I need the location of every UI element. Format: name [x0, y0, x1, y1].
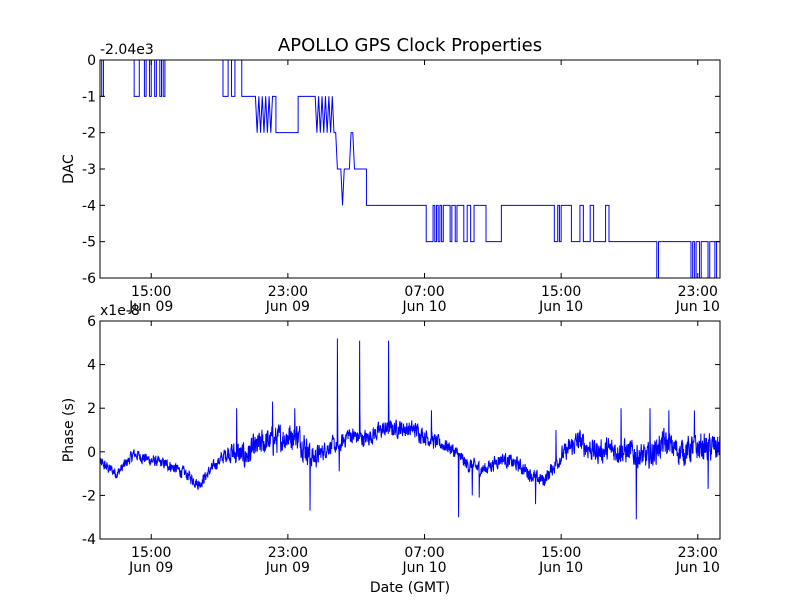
y-tick-label: -2	[82, 126, 96, 142]
dac-line	[100, 60, 720, 278]
x-tick-time-label: 15:00	[131, 284, 171, 300]
x-tick-time-label: 15:00	[541, 545, 581, 561]
x-tick-time-label: 23:00	[268, 284, 308, 300]
x-tick-date-label: Jun 09	[128, 299, 173, 315]
x-tick-time-label: 23:00	[678, 545, 718, 561]
x-tick-date-label: Jun 10	[675, 299, 720, 315]
y-tick-label: -3	[82, 162, 96, 178]
x-tick-time-label: 15:00	[131, 545, 171, 561]
y-tick-label: 2	[87, 401, 96, 417]
y-tick-label: 6	[87, 314, 96, 330]
phase-series	[100, 338, 720, 520]
x-tick-date-label: Jun 09	[128, 560, 173, 576]
y-tick-label: -2	[82, 488, 96, 504]
x-tick-date-label: Jun 10	[538, 560, 583, 576]
x-axis-label: Date (GMT)	[370, 580, 450, 596]
dac-plot-area	[100, 60, 720, 278]
x-tick-date-label: Jun 10	[538, 299, 583, 315]
x-tick-time-label: 23:00	[268, 545, 308, 561]
phase-y-ticks: 6 4 2 0 -2 -4	[82, 314, 720, 548]
dac-series	[100, 60, 720, 278]
phase-y-axis-label: Phase (s)	[61, 398, 77, 462]
y-tick-label: 0	[87, 53, 96, 69]
x-tick-time-label: 23:00	[678, 284, 718, 300]
x-tick-date-label: Jun 09	[265, 560, 310, 576]
y-tick-label: -5	[82, 235, 96, 251]
x-tick-date-label: Jun 10	[675, 560, 720, 576]
y-tick-label: -4	[82, 532, 96, 548]
x-tick-time-label: 07:00	[404, 284, 444, 300]
dac-offset-label: -2.04e3	[100, 42, 154, 58]
x-tick-date-label: Jun 10	[401, 560, 446, 576]
y-tick-label: 4	[87, 358, 96, 374]
y-tick-label: -6	[82, 271, 96, 287]
x-tick-time-label: 07:00	[404, 545, 444, 561]
x-tick-time-label: 15:00	[541, 284, 581, 300]
dac-y-ticks: 0 -1 -2 -3 -4 -5 -6	[82, 53, 720, 287]
phase-line	[100, 338, 720, 520]
phase-axes-frame	[99, 320, 721, 540]
x-tick-date-label: Jun 10	[401, 299, 446, 315]
phase-offset-label: x1e-8	[100, 303, 140, 319]
y-tick-label: -4	[82, 198, 96, 214]
x-tick-date-label: Jun 09	[265, 299, 310, 315]
dac-y-axis-label: DAC	[61, 154, 77, 184]
y-tick-label: 0	[87, 445, 96, 461]
y-tick-label: -1	[82, 89, 96, 105]
chart-title: APOLLO GPS Clock Properties	[278, 35, 542, 56]
